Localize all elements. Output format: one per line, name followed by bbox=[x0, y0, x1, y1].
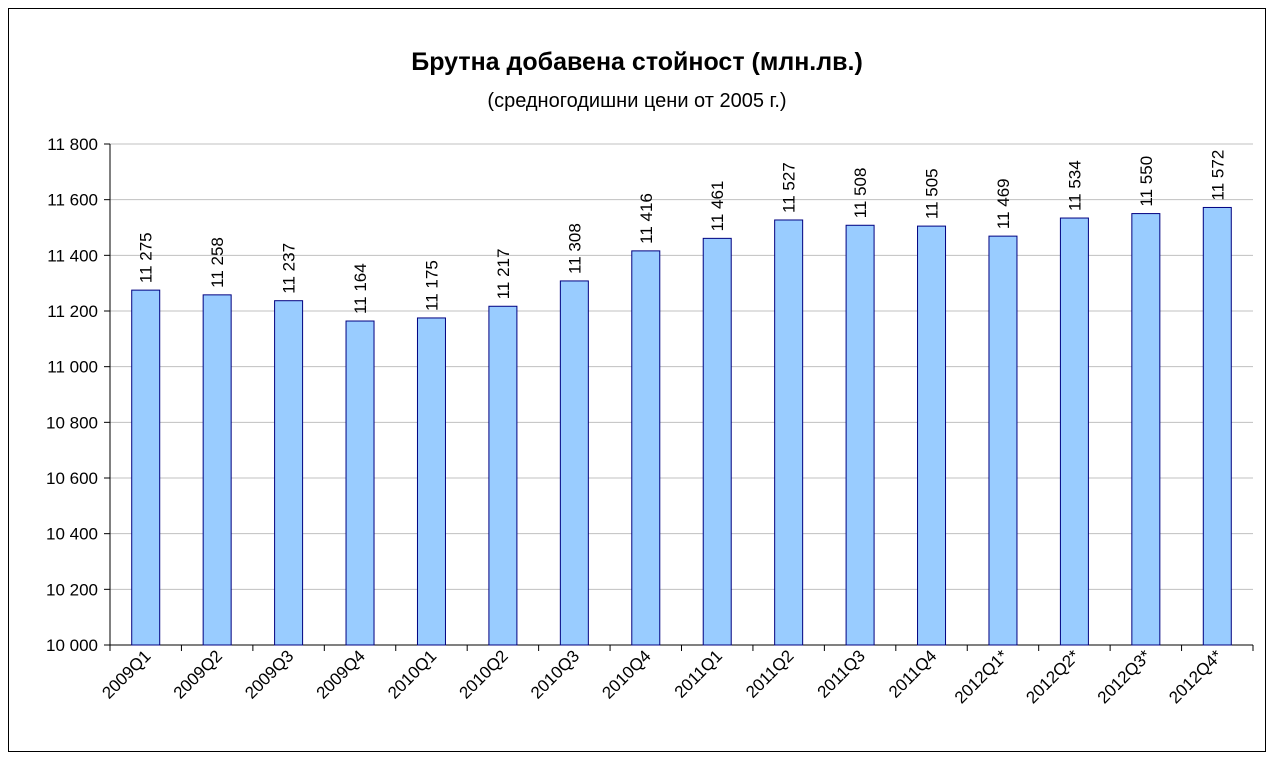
value-label: 11 508 bbox=[851, 168, 870, 219]
y-tick-label: 10 000 bbox=[46, 636, 98, 655]
y-tick-label: 11 200 bbox=[47, 302, 98, 321]
bar bbox=[988, 235, 1018, 646]
chart-title: Брутна добавена стойност (млн.лв.) bbox=[411, 48, 863, 76]
bar bbox=[488, 305, 518, 646]
bar bbox=[559, 280, 589, 646]
y-tick-label: 10 600 bbox=[46, 469, 98, 488]
value-label: 11 505 bbox=[923, 168, 942, 219]
value-label: 11 258 bbox=[208, 237, 227, 288]
y-tick-label: 11 400 bbox=[47, 246, 98, 265]
y-tick-label: 10 200 bbox=[46, 580, 98, 599]
y-tick-label: 11 000 bbox=[47, 358, 98, 377]
bar bbox=[1131, 213, 1161, 646]
bar bbox=[1059, 217, 1089, 646]
bar bbox=[774, 219, 804, 646]
chart-subtitle: (средногодишни цени от 2005 г.) bbox=[487, 90, 786, 112]
value-label: 11 527 bbox=[780, 162, 799, 213]
bar bbox=[917, 225, 947, 646]
value-label: 11 164 bbox=[351, 263, 370, 314]
bar bbox=[631, 250, 661, 646]
value-label: 11 461 bbox=[708, 181, 727, 232]
bar bbox=[702, 237, 732, 646]
value-label: 11 308 bbox=[565, 223, 584, 274]
bar bbox=[845, 224, 875, 646]
value-label: 11 175 bbox=[422, 260, 441, 311]
bar bbox=[131, 289, 161, 646]
y-tick-label: 11 600 bbox=[47, 191, 98, 210]
value-label: 11 572 bbox=[1208, 150, 1227, 201]
bar bbox=[1202, 206, 1232, 646]
value-label: 11 217 bbox=[494, 249, 513, 300]
value-label: 11 275 bbox=[137, 232, 156, 283]
y-tick-label: 10 400 bbox=[46, 525, 98, 544]
bar bbox=[274, 300, 304, 646]
value-label: 11 550 bbox=[1137, 156, 1156, 207]
y-tick-label: 10 800 bbox=[46, 413, 98, 432]
value-label: 11 237 bbox=[280, 243, 299, 294]
bar bbox=[416, 317, 446, 646]
value-label: 11 416 bbox=[637, 193, 656, 244]
bar bbox=[202, 294, 232, 646]
bar bbox=[345, 320, 375, 646]
value-label: 11 534 bbox=[1065, 160, 1084, 211]
y-tick-label: 11 800 bbox=[47, 135, 98, 154]
value-label: 11 469 bbox=[994, 178, 1013, 229]
